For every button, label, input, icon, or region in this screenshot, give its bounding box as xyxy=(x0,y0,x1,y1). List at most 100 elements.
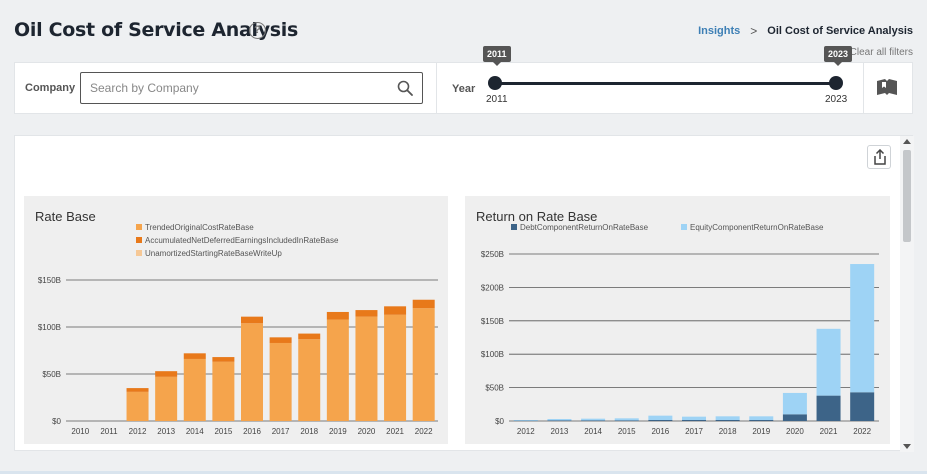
bar-segment xyxy=(269,337,292,343)
question-circle-icon[interactable]: ? xyxy=(249,22,266,39)
legend-swatch xyxy=(136,250,142,256)
x-tick-label: 2021 xyxy=(820,427,838,436)
bar-segment xyxy=(682,416,706,420)
bottom-border xyxy=(0,471,927,474)
legend-label: DebtComponentReturnOnRateBase xyxy=(520,223,649,232)
x-tick-label: 2020 xyxy=(786,427,804,436)
y-tick-label: $0 xyxy=(495,417,504,426)
x-tick-label: 2015 xyxy=(618,427,636,436)
scroll-thumb[interactable] xyxy=(903,150,911,242)
x-tick-label: 2015 xyxy=(214,427,232,436)
bar-segment xyxy=(513,419,538,421)
x-tick-label: 2017 xyxy=(685,427,703,436)
x-tick-label: 2014 xyxy=(584,427,602,436)
year-slider-track[interactable] xyxy=(495,82,836,85)
bar-segment xyxy=(682,419,706,421)
x-tick-label: 2016 xyxy=(651,427,669,436)
scroll-down-arrow-icon[interactable] xyxy=(903,444,911,449)
y-tick-label: $50B xyxy=(42,370,61,379)
bar-segment xyxy=(241,316,263,324)
bar-segment xyxy=(212,361,235,421)
y-tick-label: $150B xyxy=(481,317,504,326)
x-tick-label: 2022 xyxy=(853,427,871,436)
year-min-label: 2011 xyxy=(486,94,508,105)
company-search-box xyxy=(80,72,423,104)
breadcrumb-insights-link[interactable]: Insights xyxy=(698,25,741,37)
bar-segment xyxy=(749,416,774,420)
return-on-rate-base-chart-svg: Return on Rate BaseDebtComponentReturnOn… xyxy=(476,209,879,436)
x-tick-label: 2018 xyxy=(300,427,318,436)
bar-segment xyxy=(241,323,263,421)
bar-segment xyxy=(269,342,292,421)
x-tick-label: 2017 xyxy=(272,427,290,436)
legend-swatch xyxy=(136,237,142,243)
breadcrumb-current: Oil Cost of Service Analysis xyxy=(767,25,913,37)
x-tick-label: 2011 xyxy=(100,427,118,436)
bar-segment xyxy=(126,391,149,421)
bar-segment xyxy=(850,264,875,393)
clear-filters-link[interactable]: Clear all filters xyxy=(849,47,913,58)
bar-segment xyxy=(782,392,807,415)
bar-segment xyxy=(547,418,572,421)
bar-segment xyxy=(155,371,178,377)
bar-segment xyxy=(355,310,378,317)
filter-divider xyxy=(863,63,864,113)
bar-segment xyxy=(212,357,235,362)
y-tick-label: $150B xyxy=(38,276,61,285)
y-tick-label: $200B xyxy=(481,283,504,292)
y-tick-label: $0 xyxy=(52,417,61,426)
bar-segment xyxy=(581,420,606,421)
bar-segment xyxy=(648,419,673,421)
year-slider-start-handle[interactable]: 2011 xyxy=(483,46,511,90)
search-icon[interactable] xyxy=(397,80,413,96)
x-tick-label: 2014 xyxy=(186,427,204,436)
x-tick-label: 2013 xyxy=(157,427,175,436)
panel-scrollbar[interactable] xyxy=(900,136,914,452)
legend-swatch xyxy=(511,224,517,230)
legend-label: UnamortizedStartingRateBaseWriteUp xyxy=(145,249,282,258)
company-search-input[interactable] xyxy=(81,73,381,103)
x-tick-label: 2012 xyxy=(129,427,147,436)
bar-segment xyxy=(355,316,378,421)
bar-segment xyxy=(547,420,572,421)
x-tick-label: 2022 xyxy=(415,427,433,436)
bar-segment xyxy=(412,299,435,309)
legend-label: AccumulatedNetDeferredEarningsIncludedIn… xyxy=(145,236,339,245)
x-tick-label: 2010 xyxy=(71,427,89,436)
bar-segment xyxy=(326,311,349,320)
bar-segment xyxy=(298,333,321,340)
legend-label: EquityComponentReturnOnRateBase xyxy=(690,223,824,232)
year-max-label: 2023 xyxy=(825,94,848,105)
bar-segment xyxy=(816,395,841,421)
bar-segment xyxy=(384,306,407,315)
legend-swatch xyxy=(681,224,687,230)
bar-segment xyxy=(816,328,841,396)
y-tick-label: $100B xyxy=(38,323,61,332)
x-tick-label: 2019 xyxy=(329,427,347,436)
x-tick-label: 2018 xyxy=(719,427,737,436)
filter-divider xyxy=(436,63,437,113)
rate-base-chart: Rate Base TrendedOriginalCostRateBase Accu… xyxy=(24,196,448,444)
book-open-icon[interactable] xyxy=(876,79,898,97)
x-tick-label: 2021 xyxy=(386,427,404,436)
bar-segment xyxy=(183,353,206,359)
export-button[interactable] xyxy=(867,145,891,169)
bar-segment xyxy=(614,418,639,421)
charts-panel: Rate Base TrendedOriginalCostRateBase Accu… xyxy=(14,135,914,452)
bar-segment xyxy=(155,376,178,421)
year-end-tooltip: 2023 xyxy=(824,46,853,66)
chevron-right-icon: > xyxy=(750,24,758,38)
bar-segment xyxy=(326,319,349,421)
x-tick-label: 2020 xyxy=(358,427,376,436)
bar-segment xyxy=(581,418,606,421)
rate-base-chart-svg: Rate Base TrendedOriginalCostRateBase Accu… xyxy=(35,209,438,436)
return-on-rate-base-chart: Return on Rate Base DebtComponentReturnOn… xyxy=(465,196,890,444)
bar-segment xyxy=(648,415,673,420)
bar-segment xyxy=(715,419,740,421)
x-tick-label: 2019 xyxy=(752,427,770,436)
chart-title: Rate Base xyxy=(35,209,96,224)
scroll-up-arrow-icon[interactable] xyxy=(903,139,911,144)
legend-label: TrendedOriginalCostRateBase xyxy=(145,223,254,232)
year-slider-end-handle[interactable]: 2023 xyxy=(824,46,853,90)
bar-segment xyxy=(298,339,321,421)
